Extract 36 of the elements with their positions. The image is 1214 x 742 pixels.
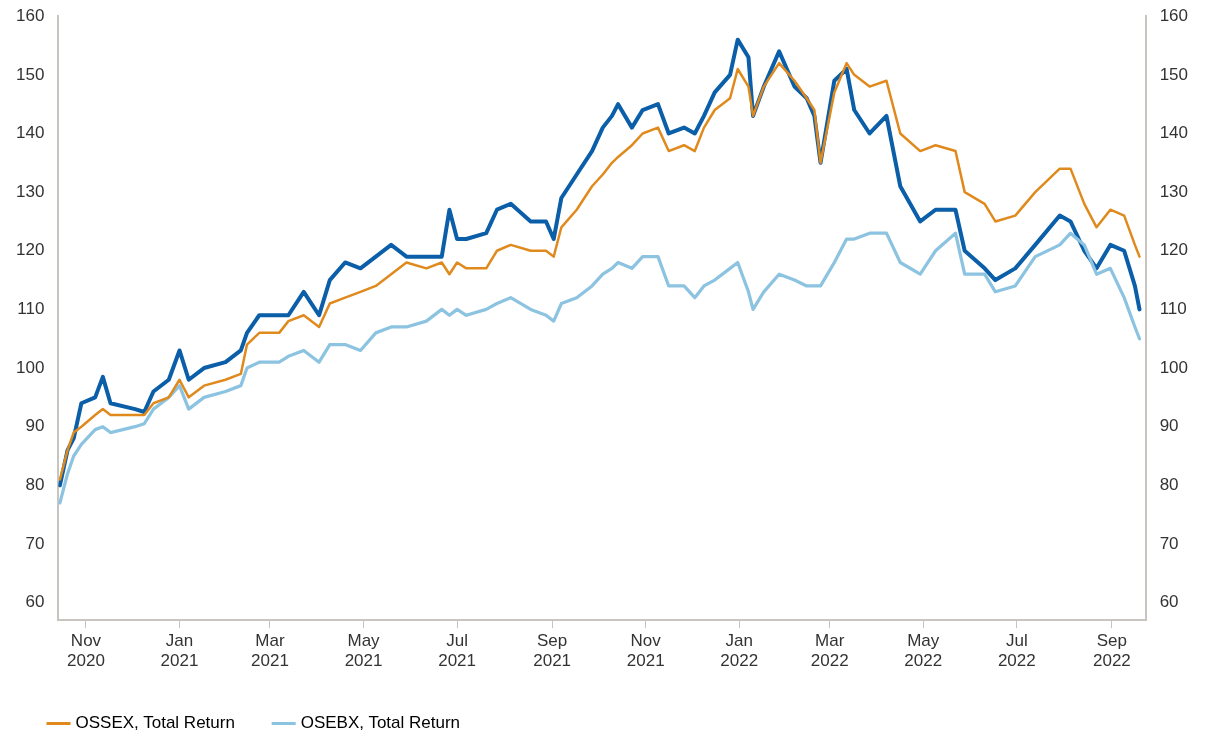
- y-tick-label: 70: [25, 533, 45, 553]
- y2-tick-label: 60: [1159, 592, 1179, 612]
- y2-tick-label: 140: [1159, 123, 1189, 143]
- y-tick-label: 100: [15, 357, 45, 377]
- x-tick-label: Sep 2022: [1092, 631, 1131, 671]
- y2-tick-label: 100: [1159, 357, 1189, 377]
- x-tick-label: May 2022: [904, 631, 943, 671]
- y2-tick-label: 130: [1159, 181, 1189, 201]
- x-tick-label: Jan 2022: [720, 631, 759, 671]
- x-tick-label: Jul 2021: [438, 631, 476, 671]
- x-tick-label: May 2021: [344, 631, 383, 671]
- y-tick-label: 130: [15, 181, 45, 201]
- x-tick-label: Mar 2021: [251, 631, 289, 671]
- y-tick-label: 90: [25, 416, 45, 436]
- x-tick-label: Sep 2021: [533, 631, 572, 671]
- y2-tick-label: 120: [1159, 240, 1189, 260]
- x-tick-label: Nov 2021: [626, 631, 665, 671]
- x-tick-label: Jul 2022: [997, 631, 1036, 671]
- x-tick-label: Nov 2020: [67, 631, 105, 671]
- y-tick-label: 60: [25, 592, 45, 612]
- y2-tick-label: 70: [1159, 533, 1179, 553]
- x-tick-label: Mar 2022: [810, 631, 849, 671]
- legend-label: OSSEX, Total Return: [75, 713, 235, 733]
- x-tick-label: Jan 2021: [160, 631, 199, 671]
- y2-tick-label: 80: [1159, 475, 1179, 495]
- y-tick-label: 140: [15, 123, 45, 143]
- legend-label: OSEBX, Total Return: [300, 713, 461, 733]
- y2-tick-label: 110: [1159, 299, 1187, 319]
- y2-tick-label: 150: [1159, 64, 1189, 84]
- y-tick-label: 120: [15, 240, 45, 260]
- y2-tick-label: 90: [1159, 416, 1179, 436]
- y-tick-label: 150: [15, 64, 45, 84]
- y2-tick-label: 160: [1159, 5, 1189, 25]
- y-tick-label: 110: [17, 299, 45, 319]
- y-tick-label: 160: [15, 5, 45, 25]
- y-tick-label: 80: [25, 475, 45, 495]
